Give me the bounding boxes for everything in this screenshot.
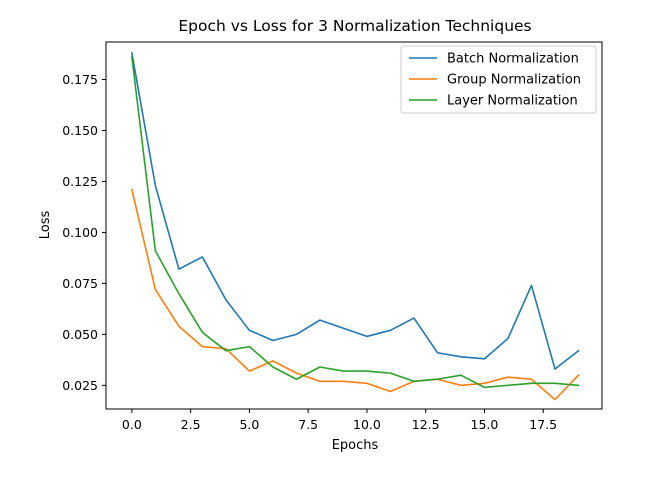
x-tick-label: 5.0 [239, 417, 259, 432]
x-tick-label: 12.5 [412, 417, 440, 432]
y-tick-label: 0.175 [62, 72, 98, 87]
series-layer [130, 52, 580, 401]
y-axis-ticks: 0.025 0.050 0.075 0.100 0.125 0.150 0.175 [62, 72, 106, 393]
x-tick-label: 7.5 [298, 417, 318, 432]
y-tick-label: 0.125 [62, 174, 98, 189]
y-axis-label: Loss [38, 211, 53, 240]
series-line-0 [130, 52, 580, 370]
legend: Batch Normalization Group Normalization La… [400, 45, 597, 114]
x-axis-label: Epochs [332, 438, 379, 453]
series-line-1 [130, 188, 580, 401]
x-tick-label: 0.0 [122, 417, 142, 432]
legend-label-2: Layer Normalization [447, 94, 578, 109]
y-tick-label: 0.100 [62, 225, 98, 240]
y-tick-label: 0.150 [62, 123, 98, 138]
legend-label-1: Group Normalization [447, 73, 581, 88]
chart-title: Epoch vs Loss for 3 Normalization Techni… [178, 17, 531, 35]
x-axis-ticks: 0.0 2.5 5.0 7.5 10.0 12.5 15.0 17.5 [122, 409, 557, 432]
x-tick-label: 17.5 [529, 417, 557, 432]
legend-label-0: Batch Normalization [447, 52, 579, 67]
series-line-2 [130, 56, 580, 389]
y-tick-label: 0.025 [62, 378, 98, 393]
plot-area [105, 41, 603, 410]
x-tick-label: 15.0 [471, 417, 499, 432]
y-tick-label: 0.075 [62, 276, 98, 291]
x-tick-label: 10.0 [353, 417, 381, 432]
legend-box [400, 45, 597, 114]
x-tick-label: 2.5 [181, 417, 201, 432]
y-tick-label: 0.050 [62, 327, 98, 342]
